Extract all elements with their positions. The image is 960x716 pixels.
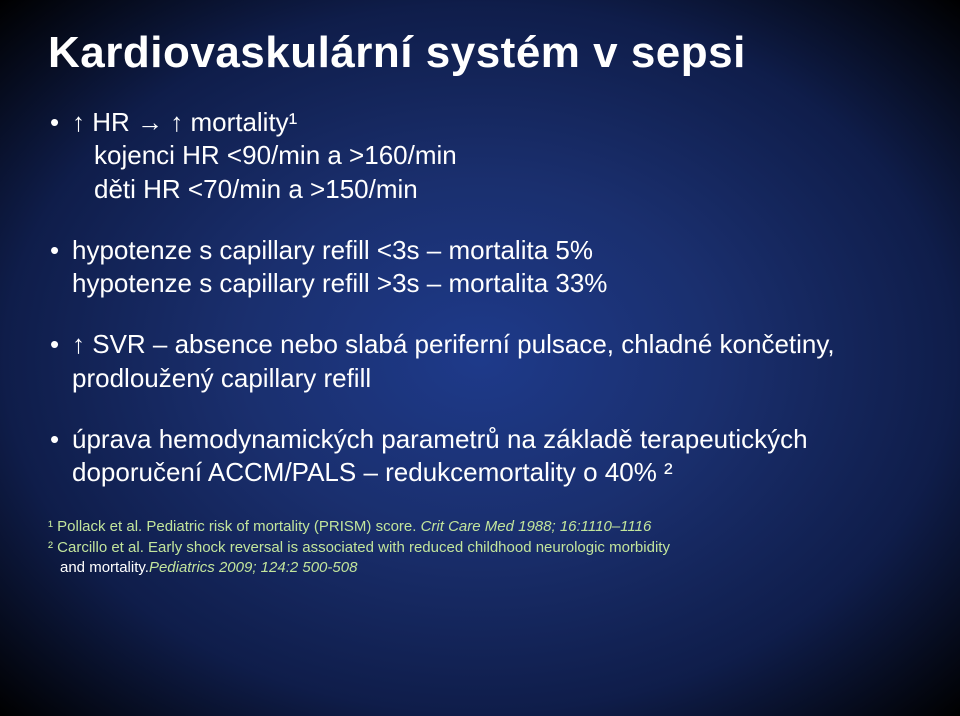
references: ¹ Pollack et al. Pediatric risk of morta…	[48, 517, 912, 578]
reference-2-tail-white: and mortality.	[60, 559, 149, 576]
bullet-4: úprava hemodynamických parametrů na zákl…	[48, 423, 912, 490]
bullet-3-line-1: ↑ SVR – absence nebo slabá periferní pul…	[72, 329, 835, 392]
bullet-2-line-1: hypotenze s capillary refill <3s – morta…	[72, 235, 593, 265]
reference-1-prefix: ¹ Pollack et al. Pediatric risk of morta…	[48, 518, 421, 535]
reference-2: ² Carcillo et al. Early shock reversal i…	[48, 538, 912, 558]
bullet-1-line-2: kojenci HR <90/min a >160/min	[94, 139, 912, 172]
bullet-list: ↑ HR → ↑ mortality¹ kojenci HR <90/min a…	[48, 106, 912, 489]
bullet-2: hypotenze s capillary refill <3s – morta…	[48, 234, 912, 301]
reference-2-tail-cite: Pediatrics 2009; 124:2 500-508	[149, 559, 357, 576]
reference-2-prefix: ² Carcillo et al. Early shock reversal i…	[48, 539, 670, 556]
reference-1: ¹ Pollack et al. Pediatric risk of morta…	[48, 517, 912, 537]
bullet-4-line-1: úprava hemodynamických parametrů na zákl…	[72, 424, 808, 487]
bullet-3: ↑ SVR – absence nebo slabá periferní pul…	[48, 328, 912, 395]
slide-title: Kardiovaskulární systém v sepsi	[48, 28, 912, 78]
reference-1-cite: Crit Care Med 1988; 16:1110–1116	[421, 518, 652, 535]
slide-container: Kardiovaskulární systém v sepsi ↑ HR → ↑…	[0, 0, 960, 716]
bullet-1: ↑ HR → ↑ mortality¹ kojenci HR <90/min a…	[48, 106, 912, 206]
bullet-1-line-1: ↑ HR → ↑ mortality¹	[72, 107, 297, 137]
reference-2-line-2: and mortality.Pediatrics 2009; 124:2 500…	[48, 558, 912, 578]
bullet-2-line-2: hypotenze s capillary refill >3s – morta…	[72, 268, 607, 298]
bullet-1-line-3: děti HR <70/min a >150/min	[94, 173, 912, 206]
